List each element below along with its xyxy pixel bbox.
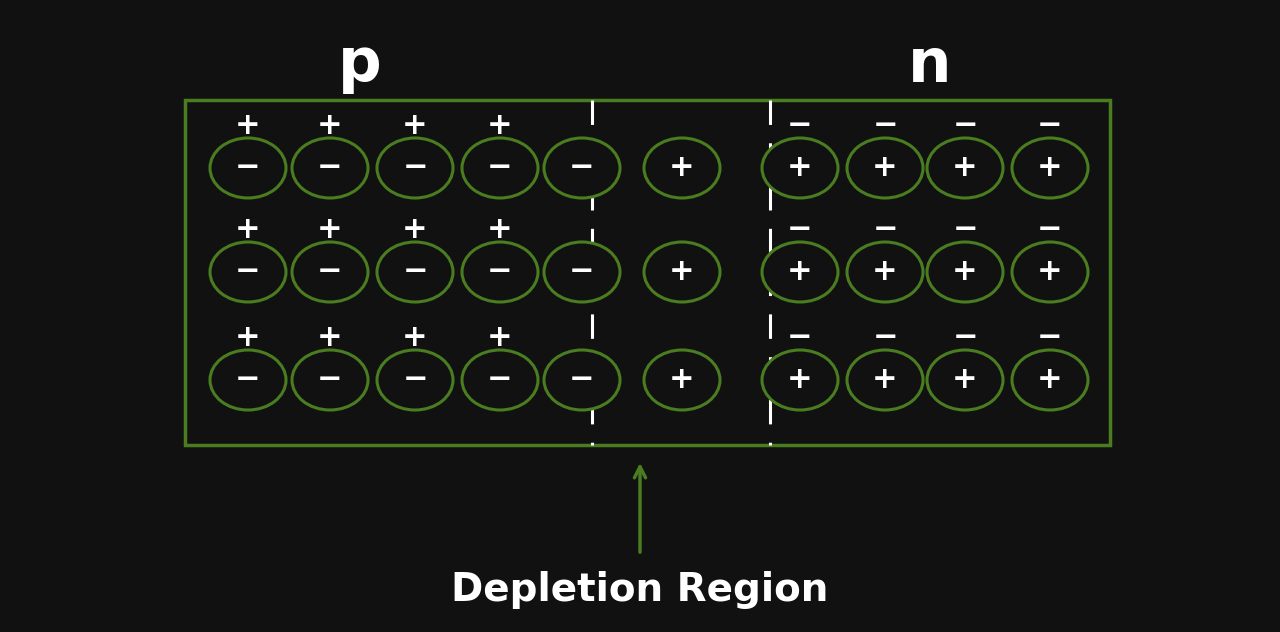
Text: −: −: [787, 111, 813, 140]
Text: −: −: [402, 154, 428, 183]
Ellipse shape: [378, 350, 453, 410]
Text: +: +: [317, 111, 343, 140]
Text: −: −: [570, 365, 595, 394]
Text: −: −: [570, 154, 595, 183]
Text: −: −: [236, 154, 261, 183]
Text: −: −: [570, 257, 595, 286]
Ellipse shape: [927, 350, 1004, 410]
Text: −: −: [236, 257, 261, 286]
Text: −: −: [236, 365, 261, 394]
Ellipse shape: [644, 138, 719, 198]
Ellipse shape: [378, 242, 453, 302]
Ellipse shape: [644, 350, 719, 410]
Ellipse shape: [644, 242, 719, 302]
Bar: [186, 100, 1110, 445]
Ellipse shape: [462, 242, 538, 302]
Ellipse shape: [462, 350, 538, 410]
Text: +: +: [952, 365, 978, 394]
Text: +: +: [402, 324, 428, 353]
Text: +: +: [1037, 257, 1062, 286]
Ellipse shape: [762, 242, 838, 302]
Ellipse shape: [1012, 242, 1088, 302]
Text: +: +: [1037, 365, 1062, 394]
Text: −: −: [317, 154, 343, 183]
Text: p: p: [338, 35, 381, 95]
Ellipse shape: [847, 350, 923, 410]
Text: −: −: [488, 154, 513, 183]
Text: +: +: [236, 111, 261, 140]
Text: −: −: [787, 324, 813, 353]
Text: n: n: [909, 35, 952, 95]
Text: −: −: [402, 257, 428, 286]
Text: −: −: [952, 216, 978, 245]
Ellipse shape: [1012, 138, 1088, 198]
Text: +: +: [488, 324, 513, 353]
Text: +: +: [402, 216, 428, 245]
Text: −: −: [1037, 111, 1062, 140]
Text: +: +: [1037, 154, 1062, 183]
Ellipse shape: [847, 138, 923, 198]
Ellipse shape: [210, 350, 285, 410]
Text: +: +: [952, 154, 978, 183]
Text: −: −: [317, 257, 343, 286]
Text: +: +: [488, 216, 513, 245]
Text: −: −: [787, 216, 813, 245]
Ellipse shape: [762, 350, 838, 410]
Text: +: +: [488, 111, 513, 140]
Ellipse shape: [1012, 350, 1088, 410]
Text: −: −: [488, 257, 513, 286]
Ellipse shape: [927, 138, 1004, 198]
Text: +: +: [872, 365, 897, 394]
Text: +: +: [236, 324, 261, 353]
Ellipse shape: [292, 242, 369, 302]
Text: −: −: [317, 365, 343, 394]
Text: +: +: [402, 111, 428, 140]
Text: +: +: [787, 257, 813, 286]
Ellipse shape: [544, 138, 620, 198]
Text: +: +: [669, 257, 695, 286]
Text: −: −: [402, 365, 428, 394]
Text: +: +: [787, 365, 813, 394]
Text: −: −: [488, 365, 513, 394]
Text: −: −: [872, 324, 897, 353]
Ellipse shape: [210, 138, 285, 198]
Text: Depletion Region: Depletion Region: [452, 571, 828, 609]
Ellipse shape: [544, 350, 620, 410]
Text: +: +: [236, 216, 261, 245]
Ellipse shape: [210, 242, 285, 302]
Text: −: −: [1037, 324, 1062, 353]
Text: +: +: [952, 257, 978, 286]
Text: −: −: [872, 216, 897, 245]
Text: +: +: [787, 154, 813, 183]
Ellipse shape: [462, 138, 538, 198]
Ellipse shape: [378, 138, 453, 198]
Text: −: −: [872, 111, 897, 140]
Ellipse shape: [762, 138, 838, 198]
Ellipse shape: [544, 242, 620, 302]
Ellipse shape: [292, 350, 369, 410]
Text: −: −: [1037, 216, 1062, 245]
Ellipse shape: [292, 138, 369, 198]
Text: −: −: [952, 111, 978, 140]
Ellipse shape: [847, 242, 923, 302]
Text: +: +: [872, 154, 897, 183]
Text: +: +: [317, 324, 343, 353]
Text: +: +: [317, 216, 343, 245]
Text: +: +: [872, 257, 897, 286]
Ellipse shape: [927, 242, 1004, 302]
Text: −: −: [952, 324, 978, 353]
Text: +: +: [669, 154, 695, 183]
Text: +: +: [669, 365, 695, 394]
